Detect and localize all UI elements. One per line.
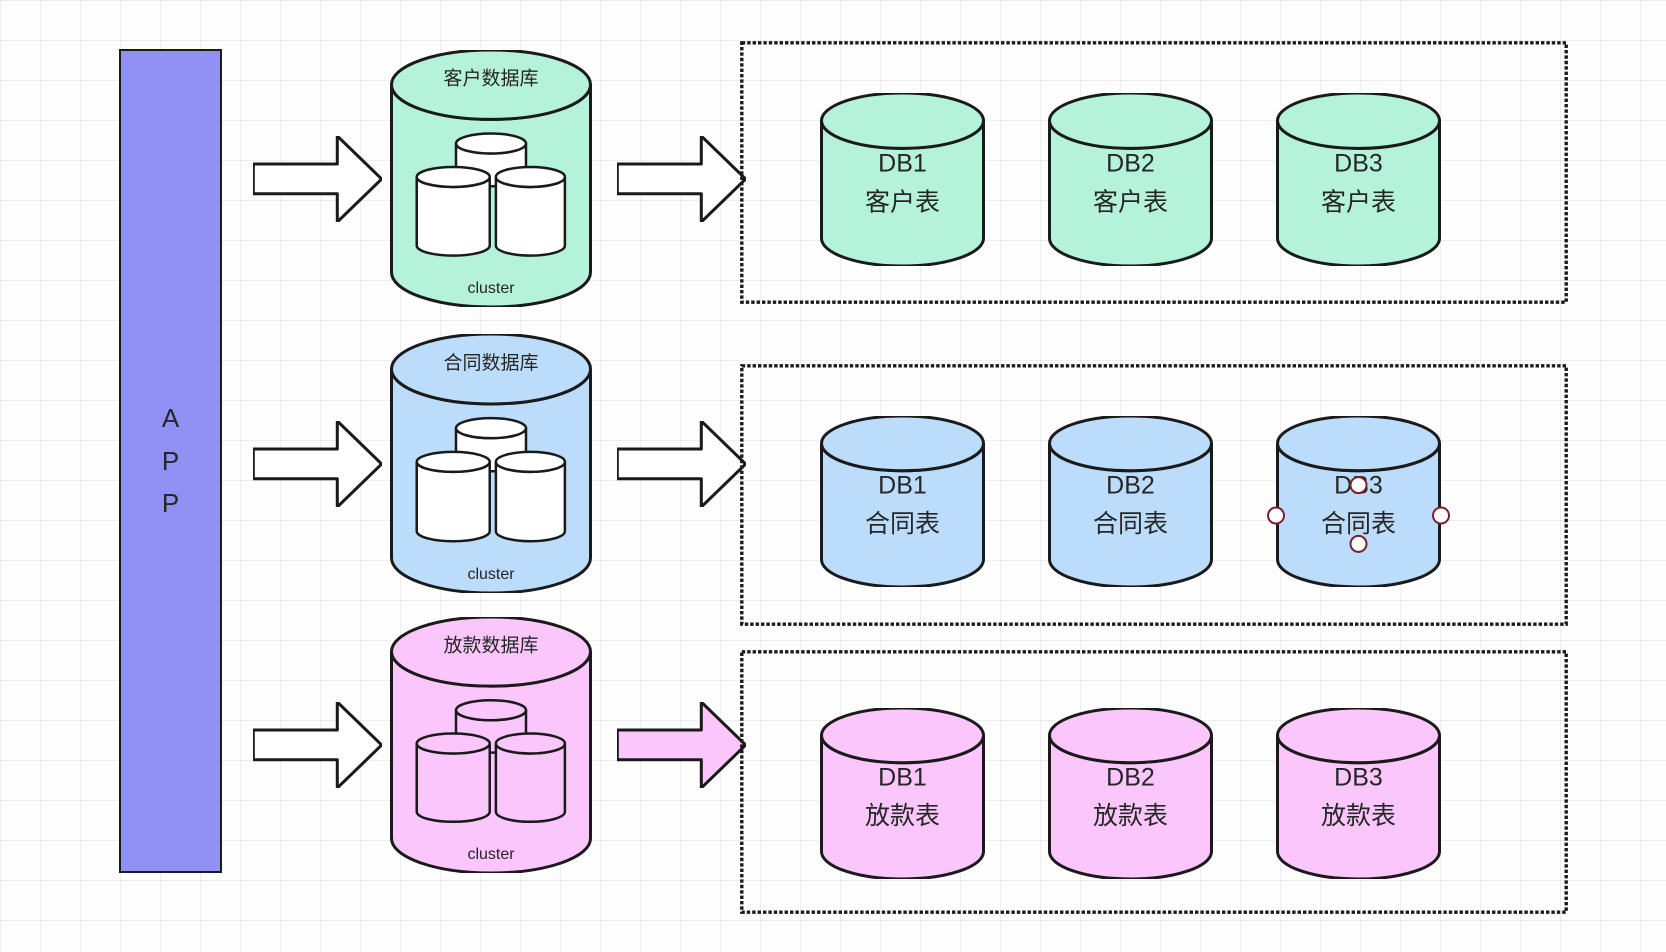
svg-text:合同表: 合同表: [1321, 510, 1396, 538]
svg-text:cluster: cluster: [467, 846, 515, 863]
svg-text:客户表: 客户表: [865, 189, 940, 217]
svg-text:客户数据库: 客户数据库: [443, 68, 538, 90]
svg-text:DB1: DB1: [878, 472, 927, 500]
svg-text:客户表: 客户表: [1321, 189, 1396, 217]
svg-text:DB1: DB1: [878, 150, 927, 178]
svg-text:合同表: 合同表: [1093, 510, 1168, 538]
svg-text:DB3: DB3: [1334, 150, 1383, 178]
svg-text:DB1: DB1: [878, 764, 927, 792]
svg-text:合同数据库: 合同数据库: [443, 352, 538, 374]
svg-text:cluster: cluster: [467, 280, 515, 297]
svg-text:DB3: DB3: [1334, 472, 1383, 500]
svg-text:合同表: 合同表: [865, 510, 940, 538]
svg-text:客户表: 客户表: [1093, 189, 1168, 217]
svg-text:cluster: cluster: [467, 566, 515, 583]
svg-text:DB2: DB2: [1106, 472, 1155, 500]
svg-text:放款表: 放款表: [1321, 802, 1396, 830]
svg-text:DB2: DB2: [1106, 150, 1155, 178]
svg-text:放款数据库: 放款数据库: [443, 635, 538, 657]
svg-text:放款表: 放款表: [865, 802, 940, 830]
svg-text:DB3: DB3: [1334, 764, 1383, 792]
svg-text:放款表: 放款表: [1093, 802, 1168, 830]
svg-text:DB2: DB2: [1106, 764, 1155, 792]
